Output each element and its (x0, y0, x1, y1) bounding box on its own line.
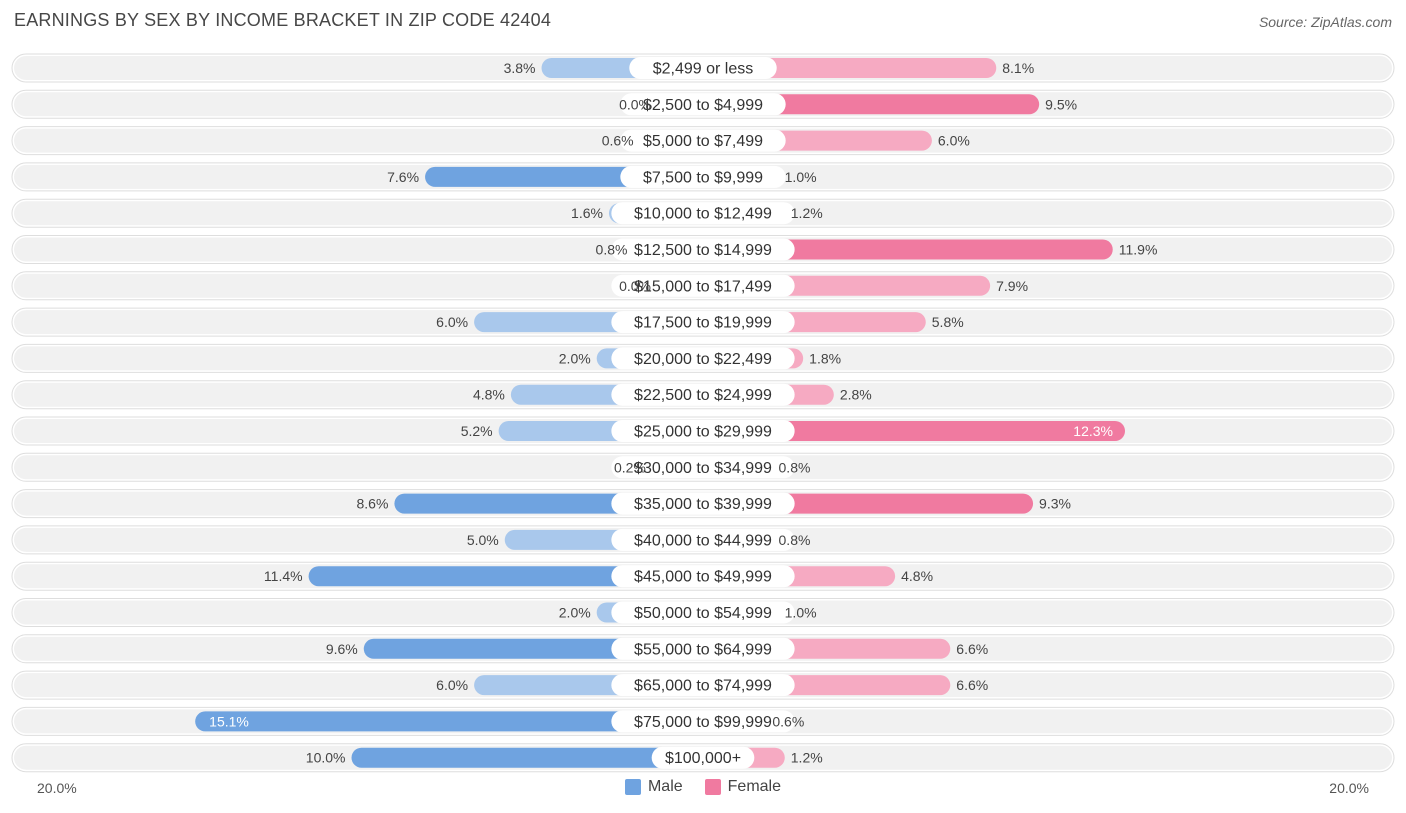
category-label: $100,000+ (665, 750, 741, 767)
category-pill (620, 165, 786, 188)
female-value-label: 6.0% (938, 133, 970, 149)
female-value-label: 1.2% (791, 205, 823, 221)
category-label: $45,000 to $49,999 (634, 569, 772, 586)
category-pill (611, 601, 795, 624)
category-pill (611, 637, 795, 660)
category-label: $75,000 to $99,999 (634, 714, 772, 731)
category-label: $5,000 to $7,499 (643, 133, 763, 150)
category-label: $40,000 to $44,999 (634, 532, 772, 549)
category-label: $22,500 to $24,999 (634, 387, 772, 404)
legend-female-swatch (704, 779, 721, 795)
category-pill (629, 57, 777, 79)
male-value-label: 0.8% (596, 242, 628, 258)
male-value-label: 2.0% (559, 605, 591, 621)
female-value-label: 0.8% (779, 532, 811, 548)
male-value-label: 7.6% (387, 169, 419, 185)
category-label: $25,000 to $29,999 (634, 424, 772, 441)
category-pill (611, 420, 795, 442)
category-pill (620, 129, 786, 152)
female-value-label: 1.8% (809, 350, 841, 366)
male-value-label: 0.2% (614, 459, 646, 475)
category-pill (611, 274, 795, 297)
legend: Male Female (0, 778, 1406, 796)
female-bar[interactable] (703, 58, 997, 78)
category-pill (620, 93, 786, 116)
legend-female-label: Female (727, 778, 782, 795)
category-pill (611, 456, 795, 479)
male-value-label: 3.8% (504, 60, 536, 76)
category-pill (611, 528, 795, 551)
female-value-label: 9.5% (1045, 96, 1077, 112)
chart-title: EARNINGS BY SEX BY INCOME BRACKET IN ZIP… (14, 10, 552, 30)
male-value-label: 0.0% (619, 96, 651, 112)
category-pill (611, 347, 795, 370)
category-pill (611, 710, 795, 733)
category-pill (611, 202, 795, 225)
male-bar[interactable] (195, 711, 703, 732)
male-value-label: 5.0% (467, 532, 499, 548)
female-value-label: 4.8% (901, 568, 933, 584)
male-bar[interactable] (308, 566, 703, 587)
male-value-label: 6.0% (436, 677, 468, 693)
legend-female[interactable]: Female (704, 778, 782, 796)
female-value-label: 1.0% (785, 605, 817, 621)
female-value-label: 2.8% (840, 387, 872, 403)
female-value-label: 0.8% (779, 459, 811, 475)
category-label: $17,500 to $19,999 (634, 315, 772, 332)
male-value-label: 6.0% (436, 314, 468, 330)
category-label: $20,000 to $22,499 (634, 351, 772, 368)
legend-male-label: Male (647, 778, 683, 795)
female-bar[interactable] (703, 421, 1125, 441)
female-value-label: 5.8% (932, 314, 964, 330)
female-value-label: 6.6% (956, 641, 988, 657)
category-label: $7,500 to $9,999 (643, 169, 763, 186)
male-value-label: 11.4% (264, 568, 303, 584)
category-label: $50,000 to $54,999 (634, 605, 772, 622)
female-value-label: 6.6% (956, 677, 988, 693)
female-value-label: 9.3% (1039, 496, 1071, 512)
male-value-label: 15.1% (209, 713, 249, 729)
category-label: $35,000 to $39,999 (634, 496, 772, 513)
male-value-label: 0.0% (619, 278, 651, 294)
category-label: $15,000 to $17,499 (634, 278, 772, 295)
category-pill (651, 746, 755, 769)
male-value-label: 2.0% (559, 350, 591, 366)
axis-right-label: 20.0% (1329, 780, 1369, 796)
male-value-label: 10.0% (306, 750, 346, 766)
female-value-label: 11.9% (1119, 242, 1158, 258)
male-value-label: 5.2% (461, 423, 493, 439)
source-credit: Source: ZipAtlas.com (1258, 14, 1392, 30)
category-label: $2,500 to $4,999 (643, 97, 763, 114)
legend-male[interactable]: Male (624, 778, 683, 796)
male-value-label: 9.6% (326, 641, 358, 657)
female-value-label: 1.2% (791, 750, 823, 766)
male-value-label: 4.8% (473, 387, 505, 403)
female-bar[interactable] (703, 239, 1113, 260)
legend-male-swatch (624, 779, 641, 795)
category-label: $12,500 to $14,999 (634, 242, 772, 259)
female-value-label: 7.9% (996, 278, 1028, 294)
female-value-label: 12.3% (1073, 423, 1113, 439)
male-bar[interactable] (351, 747, 704, 768)
category-pill (611, 674, 795, 697)
category-pill (611, 311, 795, 334)
category-pill (611, 492, 795, 515)
category-pill (611, 383, 795, 406)
female-value-label: 8.1% (1002, 60, 1034, 76)
category-pill (611, 238, 795, 261)
category-pill (611, 565, 795, 588)
female-value-label: 1.0% (785, 169, 817, 185)
category-label: $65,000 to $74,999 (634, 678, 772, 695)
category-label: $55,000 to $64,999 (634, 641, 772, 658)
category-label: $30,000 to $34,999 (634, 460, 772, 477)
category-label: $2,499 or less (653, 61, 754, 78)
male-value-label: 8.6% (356, 496, 388, 512)
male-value-label: 0.6% (602, 133, 634, 149)
category-label: $10,000 to $12,499 (634, 206, 772, 223)
female-value-label: 0.6% (772, 713, 804, 729)
female-bar[interactable] (703, 94, 1040, 115)
axis-left-label: 20.0% (37, 780, 77, 796)
male-value-label: 1.6% (571, 205, 603, 221)
